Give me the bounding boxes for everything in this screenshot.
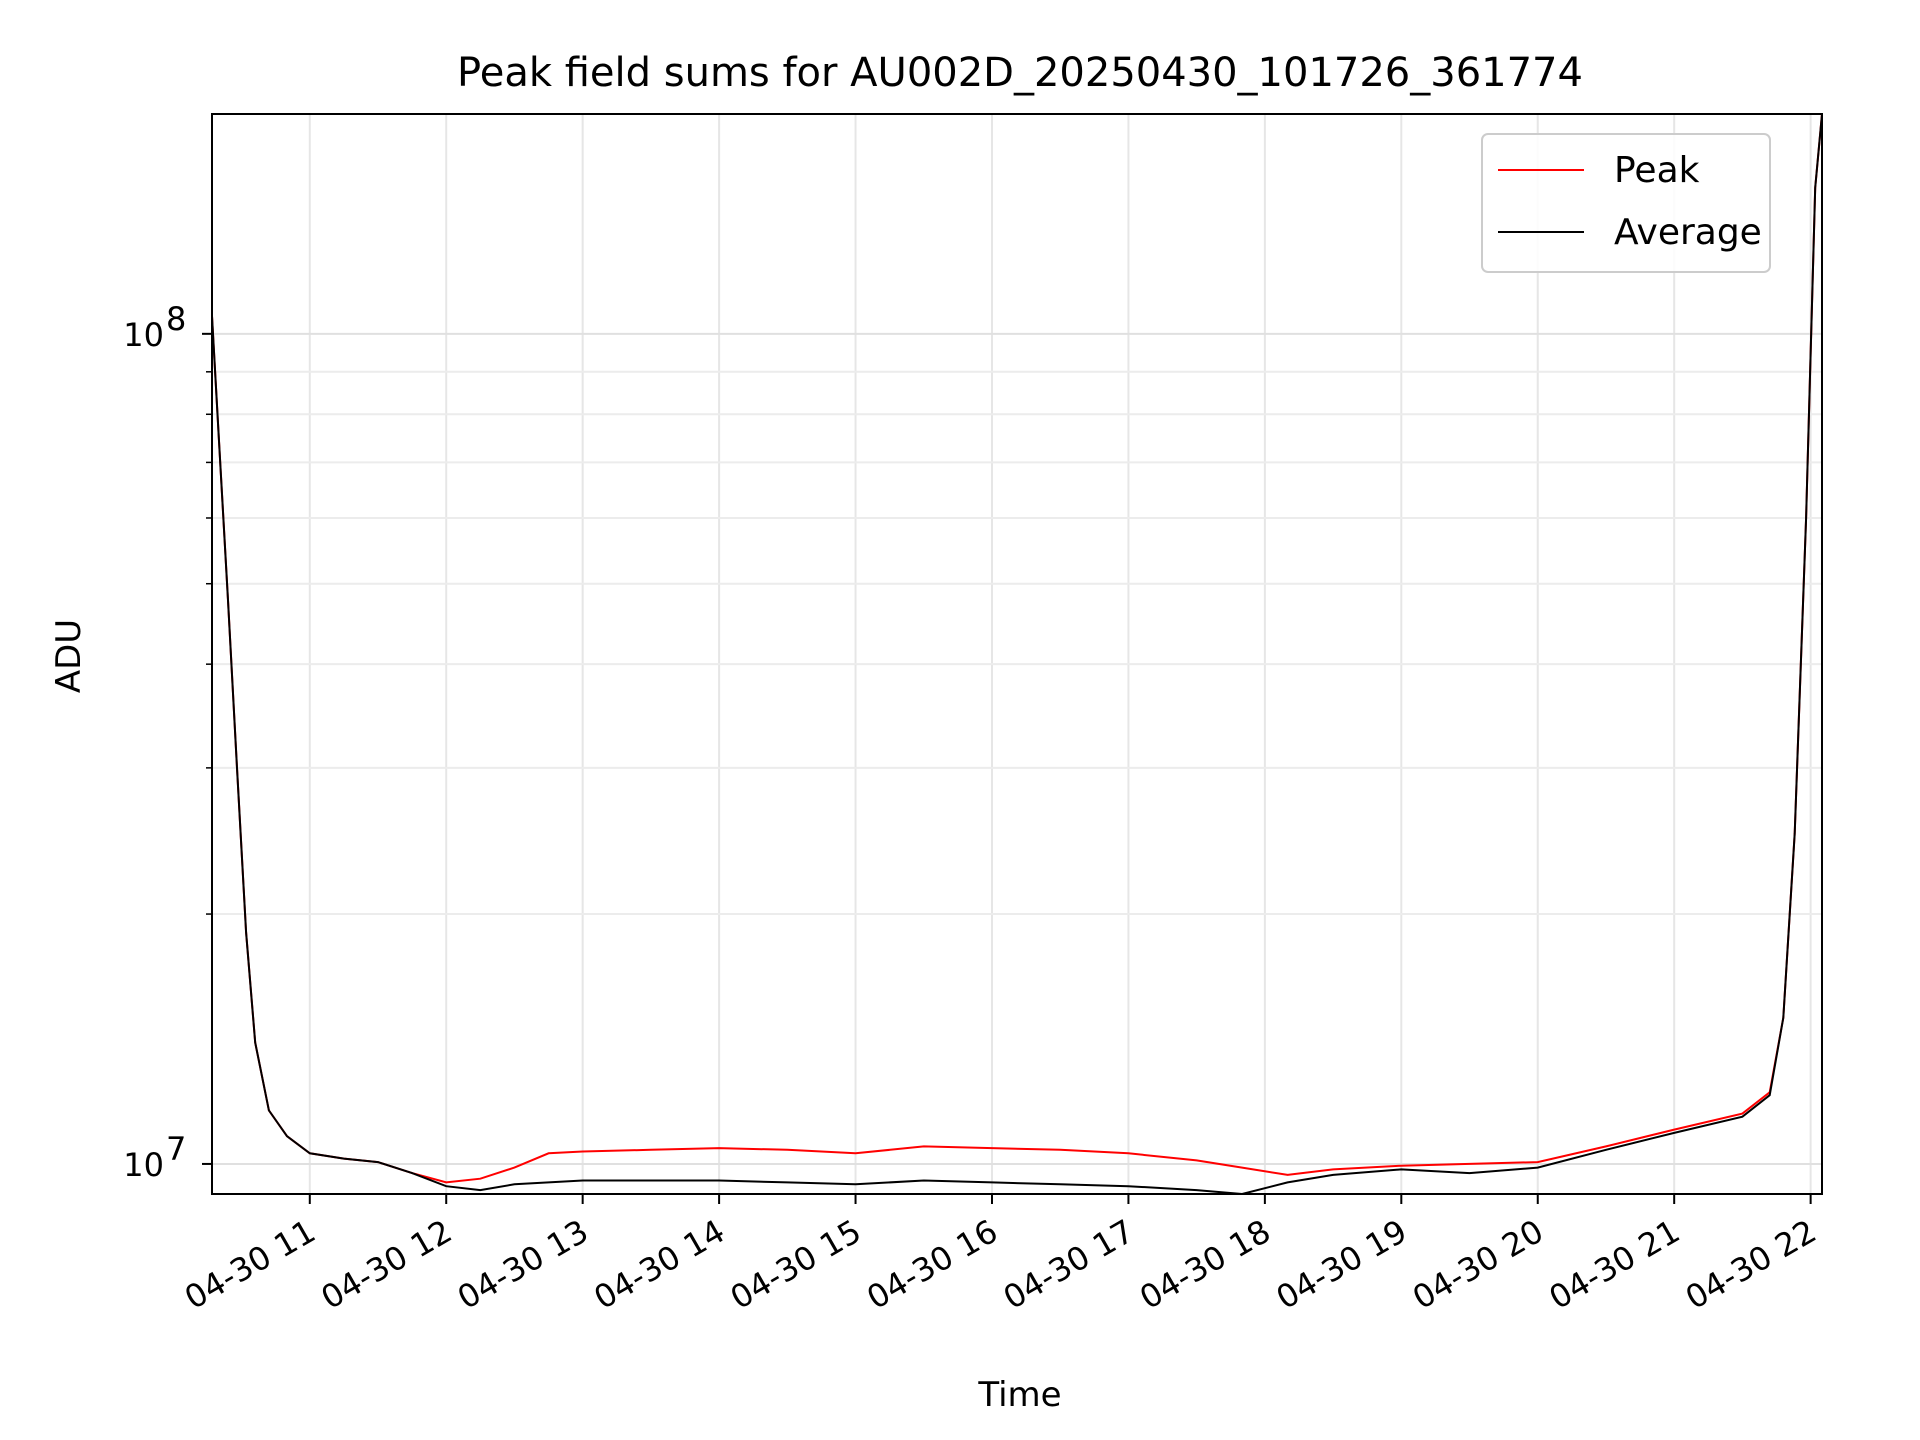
plot-frame (211, 113, 1823, 1195)
grid (212, 114, 1822, 1194)
y-tick-label: 10 (123, 316, 164, 354)
series-layer (212, 114, 1822, 1194)
legend-label-average: Average (1614, 212, 1762, 253)
chart-title: Peak field sums for AU002D_20250430_1017… (457, 50, 1583, 96)
y-tick-exponent: 8 (166, 300, 186, 338)
legend: Peak Average (1481, 133, 1771, 273)
series-line-average (212, 114, 1822, 1194)
y-tick-exponent: 7 (166, 1130, 186, 1168)
legend-label-peak: Peak (1614, 150, 1700, 191)
y-axis-label: ADU (49, 619, 89, 693)
legend-box (1481, 133, 1771, 273)
x-axis-label: Time (977, 1375, 1061, 1415)
y-tick-label: 10 (123, 1146, 164, 1184)
